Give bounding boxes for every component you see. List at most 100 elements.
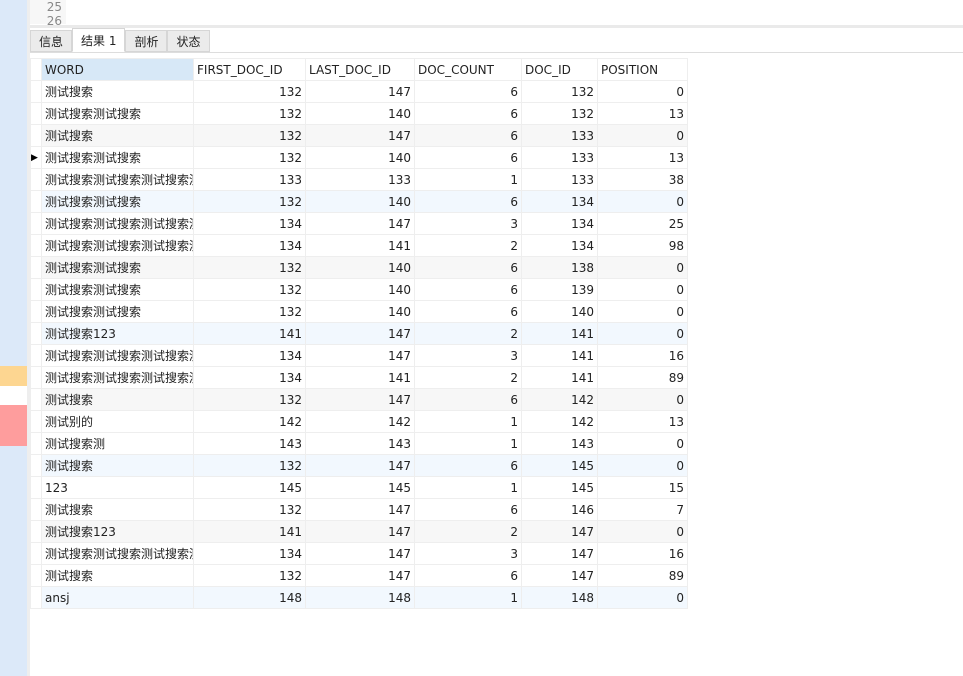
cell-last-doc-id[interactable]: 140 bbox=[305, 146, 415, 169]
cell-last-doc-id[interactable]: 140 bbox=[305, 300, 415, 323]
cell-word[interactable]: 测试搜索测试搜索 bbox=[41, 278, 194, 301]
cell-position[interactable]: 16 bbox=[597, 542, 688, 565]
cell-first-doc-id[interactable]: 148 bbox=[193, 586, 306, 609]
cell-doc-count[interactable]: 6 bbox=[414, 564, 522, 587]
cell-doc-count[interactable]: 6 bbox=[414, 278, 522, 301]
cell-doc-id[interactable]: 146 bbox=[521, 498, 598, 521]
cell-word[interactable]: 测试搜索123 bbox=[41, 322, 194, 345]
cell-doc-count[interactable]: 2 bbox=[414, 234, 522, 257]
cell-position[interactable]: 13 bbox=[597, 410, 688, 433]
cell-first-doc-id[interactable]: 132 bbox=[193, 124, 306, 147]
row-indicator[interactable] bbox=[30, 322, 42, 345]
current-row-indicator-icon[interactable]: ▶ bbox=[30, 146, 42, 169]
cell-doc-count[interactable]: 6 bbox=[414, 124, 522, 147]
cell-position[interactable]: 7 bbox=[597, 498, 688, 521]
cell-word[interactable]: 测试搜索测试搜索测试搜索测 bbox=[41, 212, 194, 235]
cell-position[interactable]: 0 bbox=[597, 454, 688, 477]
cell-doc-id[interactable]: 145 bbox=[521, 476, 598, 499]
cell-last-doc-id[interactable]: 147 bbox=[305, 212, 415, 235]
table-row[interactable]: 测试别的 142 142 1 142 13 bbox=[30, 410, 688, 433]
cell-doc-count[interactable]: 3 bbox=[414, 542, 522, 565]
cell-doc-id[interactable]: 148 bbox=[521, 586, 598, 609]
cell-doc-count[interactable]: 6 bbox=[414, 454, 522, 477]
row-indicator[interactable] bbox=[30, 278, 42, 301]
table-row[interactable]: 测试搜索123 141 147 2 147 0 bbox=[30, 520, 688, 543]
cell-last-doc-id[interactable]: 141 bbox=[305, 234, 415, 257]
table-row[interactable]: 测试搜索测试搜索测试搜索测 134 147 3 147 16 bbox=[30, 542, 688, 565]
cell-last-doc-id[interactable]: 141 bbox=[305, 366, 415, 389]
cell-doc-id[interactable]: 140 bbox=[521, 300, 598, 323]
row-indicator[interactable] bbox=[30, 564, 42, 587]
cell-first-doc-id[interactable]: 132 bbox=[193, 190, 306, 213]
cell-doc-id[interactable]: 134 bbox=[521, 212, 598, 235]
cell-position[interactable]: 0 bbox=[597, 124, 688, 147]
cell-first-doc-id[interactable]: 132 bbox=[193, 454, 306, 477]
cell-last-doc-id[interactable]: 147 bbox=[305, 520, 415, 543]
cell-doc-count[interactable]: 1 bbox=[414, 410, 522, 433]
cell-doc-count[interactable]: 6 bbox=[414, 102, 522, 125]
row-indicator[interactable] bbox=[30, 102, 42, 125]
cell-position[interactable]: 38 bbox=[597, 168, 688, 191]
column-header-doc-count[interactable]: DOC_COUNT bbox=[414, 58, 522, 81]
cell-position[interactable]: 25 bbox=[597, 212, 688, 235]
row-indicator[interactable] bbox=[30, 80, 42, 103]
cell-last-doc-id[interactable]: 140 bbox=[305, 102, 415, 125]
table-row[interactable]: 测试搜索 132 147 6 132 0 bbox=[30, 80, 688, 103]
table-row[interactable]: 测试搜索123 141 147 2 141 0 bbox=[30, 322, 688, 345]
cell-doc-count[interactable]: 2 bbox=[414, 322, 522, 345]
cell-last-doc-id[interactable]: 140 bbox=[305, 278, 415, 301]
cell-doc-id[interactable]: 147 bbox=[521, 564, 598, 587]
table-row[interactable]: 测试搜索测 143 143 1 143 0 bbox=[30, 432, 688, 455]
cell-position[interactable]: 0 bbox=[597, 520, 688, 543]
cell-position[interactable]: 0 bbox=[597, 80, 688, 103]
row-indicator[interactable] bbox=[30, 256, 42, 279]
cell-doc-count[interactable]: 6 bbox=[414, 300, 522, 323]
cell-doc-id[interactable]: 147 bbox=[521, 542, 598, 565]
cell-word[interactable]: 测试搜索测试搜索 bbox=[41, 146, 194, 169]
row-indicator[interactable] bbox=[30, 234, 42, 257]
cell-first-doc-id[interactable]: 133 bbox=[193, 168, 306, 191]
cell-last-doc-id[interactable]: 143 bbox=[305, 432, 415, 455]
cell-doc-count[interactable]: 6 bbox=[414, 388, 522, 411]
cell-doc-id[interactable]: 133 bbox=[521, 146, 598, 169]
table-row[interactable]: ansj 148 148 1 148 0 bbox=[30, 586, 688, 609]
cell-first-doc-id[interactable]: 132 bbox=[193, 80, 306, 103]
cell-doc-id[interactable]: 132 bbox=[521, 80, 598, 103]
cell-last-doc-id[interactable]: 133 bbox=[305, 168, 415, 191]
cell-position[interactable]: 89 bbox=[597, 564, 688, 587]
cell-doc-id[interactable]: 138 bbox=[521, 256, 598, 279]
cell-position[interactable]: 0 bbox=[597, 278, 688, 301]
row-indicator[interactable] bbox=[30, 212, 42, 235]
cell-position[interactable]: 0 bbox=[597, 190, 688, 213]
cell-position[interactable]: 13 bbox=[597, 102, 688, 125]
cell-first-doc-id[interactable]: 134 bbox=[193, 542, 306, 565]
table-row[interactable]: 测试搜索测试搜索 132 140 6 140 0 bbox=[30, 300, 688, 323]
table-row[interactable]: 测试搜索测试搜索测试搜索测 134 141 2 141 89 bbox=[30, 366, 688, 389]
cell-first-doc-id[interactable]: 141 bbox=[193, 322, 306, 345]
cell-word[interactable]: 测试搜索测试搜索 bbox=[41, 102, 194, 125]
tab-3[interactable]: 状态 bbox=[167, 30, 210, 52]
cell-word[interactable]: 测试搜索测试搜索测试搜索测 bbox=[41, 366, 194, 389]
cell-last-doc-id[interactable]: 147 bbox=[305, 124, 415, 147]
cell-doc-id[interactable]: 145 bbox=[521, 454, 598, 477]
cell-position[interactable]: 0 bbox=[597, 432, 688, 455]
row-indicator[interactable] bbox=[30, 454, 42, 477]
cell-doc-count[interactable]: 1 bbox=[414, 476, 522, 499]
cell-doc-count[interactable]: 3 bbox=[414, 212, 522, 235]
cell-last-doc-id[interactable]: 148 bbox=[305, 586, 415, 609]
cell-doc-count[interactable]: 6 bbox=[414, 256, 522, 279]
column-header-position[interactable]: POSITION bbox=[597, 58, 688, 81]
row-indicator[interactable] bbox=[30, 344, 42, 367]
cell-position[interactable]: 0 bbox=[597, 586, 688, 609]
cell-word[interactable]: 测试搜索 bbox=[41, 124, 194, 147]
cell-first-doc-id[interactable]: 143 bbox=[193, 432, 306, 455]
cell-word[interactable]: 测试搜索 bbox=[41, 564, 194, 587]
row-indicator[interactable] bbox=[30, 168, 42, 191]
cell-doc-count[interactable]: 6 bbox=[414, 190, 522, 213]
cell-first-doc-id[interactable]: 145 bbox=[193, 476, 306, 499]
column-header-doc-id[interactable]: DOC_ID bbox=[521, 58, 598, 81]
table-row[interactable]: 测试搜索 132 147 6 146 7 bbox=[30, 498, 688, 521]
tab-2[interactable]: 剖析 bbox=[125, 30, 168, 52]
cell-doc-id[interactable]: 134 bbox=[521, 190, 598, 213]
table-row[interactable]: 测试搜索测试搜索测试搜索测 134 141 2 134 98 bbox=[30, 234, 688, 257]
